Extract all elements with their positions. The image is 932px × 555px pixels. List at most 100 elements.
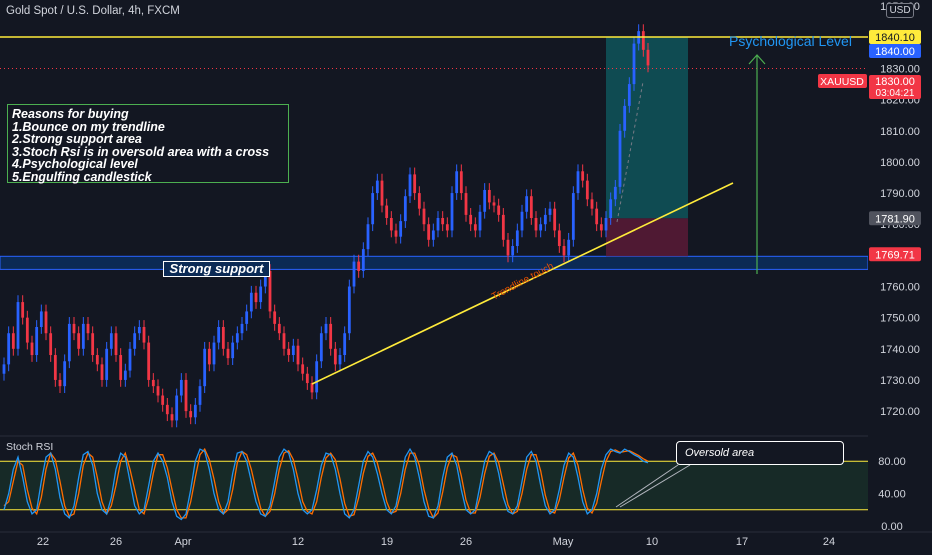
- candle-body: [567, 239, 571, 256]
- candle-body: [417, 193, 421, 209]
- candle-body: [95, 355, 99, 365]
- candle-body: [385, 205, 389, 218]
- candle-body: [119, 355, 123, 380]
- oversold-area-label[interactable]: Oversold area: [676, 441, 844, 465]
- price-tick-label: 1720.00: [880, 406, 920, 418]
- candle-body: [67, 323, 71, 362]
- target-price-badge-bg: [869, 30, 921, 44]
- reasons-title: Reasons for buying: [12, 107, 129, 121]
- time-tick-label: Apr: [174, 536, 191, 548]
- candle-body: [226, 348, 230, 359]
- candle-body: [156, 386, 160, 396]
- candle-body: [436, 218, 440, 231]
- candle-body: [557, 230, 561, 247]
- reason-item: 1.Bounce on my trendline: [12, 119, 165, 134]
- candle-body: [44, 311, 48, 334]
- oversold-pointer-2: [619, 464, 691, 508]
- candle-body: [627, 84, 631, 106]
- candle-body: [245, 311, 249, 324]
- candle-body: [128, 348, 132, 371]
- candle-body: [333, 348, 337, 365]
- candle-body: [450, 193, 454, 231]
- candle-body: [301, 364, 305, 374]
- candle-body: [63, 361, 67, 387]
- candle-body: [184, 379, 188, 412]
- price-tick-label: 1810.00: [880, 126, 920, 138]
- stoch-d-line: [3, 447, 649, 520]
- candles-layer: [2, 24, 650, 428]
- candle-body: [431, 230, 435, 240]
- psychological-level-label[interactable]: Psychological Level: [729, 33, 852, 49]
- candle-body: [361, 249, 365, 271]
- candle-body: [53, 355, 57, 380]
- stop-price-badge: 1781.90: [875, 213, 915, 225]
- candle-body: [441, 218, 445, 225]
- candle-body: [581, 171, 585, 181]
- reason-item: 5.Engulfing candlestick: [12, 169, 152, 184]
- candle-body: [142, 327, 146, 343]
- oversold-pointer-1: [615, 464, 679, 508]
- candle-body: [548, 208, 552, 215]
- time-tick-label: 22: [37, 536, 49, 548]
- strong-support-label[interactable]: Strong support: [163, 261, 270, 277]
- drawing-lines-layer: [0, 36, 868, 385]
- symbol-badge: XAUUSD: [820, 76, 864, 88]
- price-tick-label: 1800.00: [880, 157, 920, 169]
- candle-body: [151, 379, 155, 387]
- candle-body: [291, 345, 295, 356]
- candle-body: [305, 373, 309, 384]
- candle-body: [49, 333, 53, 356]
- currency-badge[interactable]: USD: [886, 3, 914, 18]
- reason-item: 2.Strong support area: [12, 132, 142, 147]
- price-tick-label: 1790.00: [880, 188, 920, 200]
- candle-body: [585, 180, 589, 200]
- candle-body: [511, 246, 515, 256]
- candle-body: [268, 270, 272, 312]
- candle-body: [259, 286, 263, 303]
- candle-body: [520, 211, 524, 231]
- candle-body: [375, 180, 379, 194]
- reason-item: 4.Psychological level: [12, 157, 138, 172]
- candle-body: [329, 323, 333, 349]
- price-tick-label: 1760.00: [880, 282, 920, 294]
- stop-price-badge-bg: [869, 211, 921, 226]
- time-tick-label: 17: [736, 536, 748, 548]
- candle-body: [609, 199, 613, 218]
- candle-body: [525, 196, 529, 212]
- candle-body: [249, 292, 253, 312]
- candle-body: [497, 205, 501, 215]
- time-axis[interactable]: 22 26 Apr 12 19 26 May 10 17 24: [0, 531, 932, 548]
- candle-body: [427, 224, 431, 240]
- candle-body: [315, 361, 319, 393]
- candle-body: [81, 323, 85, 349]
- time-tick-label: 12: [292, 536, 304, 548]
- stoch-k-line: [3, 447, 649, 521]
- candle-body: [473, 224, 477, 231]
- indicator-title[interactable]: Stoch RSI: [6, 441, 54, 453]
- stoch-rsi-pane[interactable]: [0, 435, 932, 521]
- candle-body: [595, 208, 599, 225]
- candle-body: [165, 404, 169, 415]
- candle-body: [515, 230, 519, 247]
- candle-body: [147, 342, 151, 380]
- symbol-title[interactable]: Gold Spot / U.S. Dollar, 4h, FXCM: [6, 5, 180, 17]
- candle-body: [483, 189, 487, 212]
- candle-body: [338, 355, 342, 365]
- candle-body: [394, 230, 398, 237]
- candle-body: [203, 348, 207, 387]
- candle-body: [58, 379, 62, 387]
- candle-body: [599, 224, 603, 231]
- candle-body: [366, 224, 370, 250]
- candle-body: [16, 302, 20, 349]
- candle-body: [343, 333, 347, 356]
- reason-item: 3.Stoch Rsi is in oversold area with a c…: [12, 144, 270, 159]
- time-tick-label: 10: [646, 536, 658, 548]
- candle-body: [623, 105, 627, 131]
- candle-body: [604, 218, 608, 231]
- trendline[interactable]: [311, 182, 734, 385]
- reasons-note[interactable]: Reasons for buying 1.Bounce on my trendl…: [7, 104, 289, 183]
- candle-body: [7, 333, 11, 365]
- candle-body: [30, 342, 34, 356]
